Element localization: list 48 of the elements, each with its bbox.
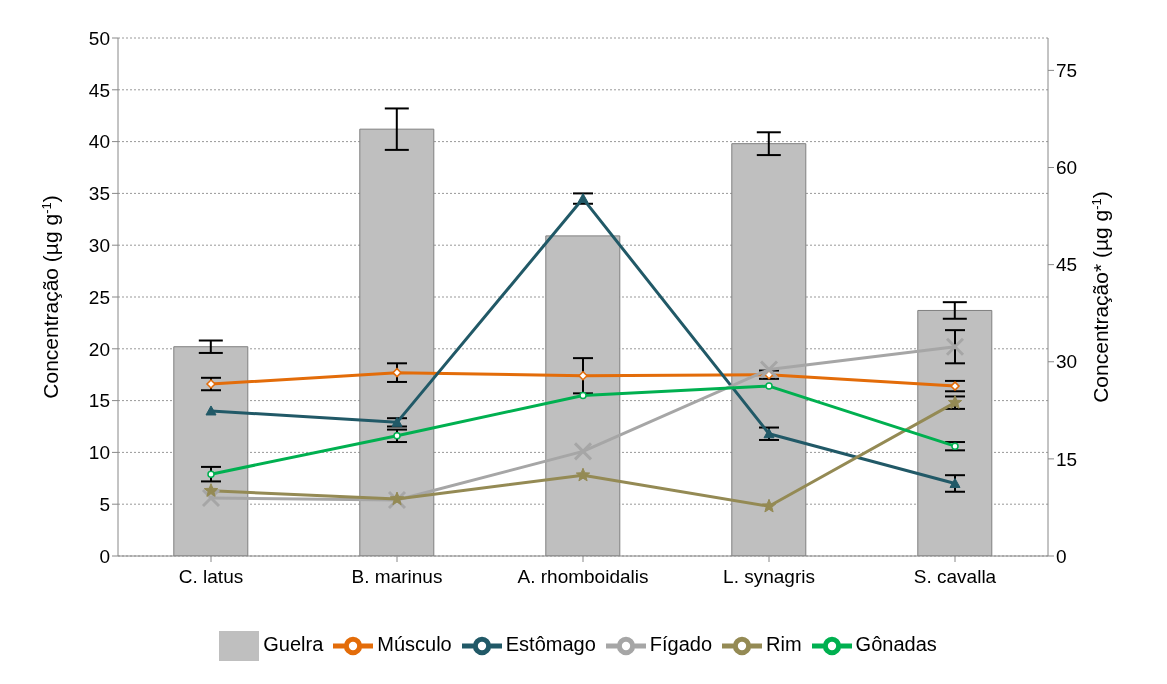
y2-tick-label: 30 [1056,351,1078,373]
y2-tick-label: 75 [1056,60,1078,82]
point [207,470,215,478]
point [203,483,219,497]
point [765,382,773,390]
y-tick-label: 45 [88,79,110,101]
legend-label: Guelra [263,633,324,656]
point [201,488,221,508]
y-tick-label: 5 [99,493,110,515]
point [763,428,775,439]
point [761,498,777,513]
y-tick-label: 15 [88,390,110,412]
point [759,360,779,380]
x-tick-label: L. synagris [723,566,815,588]
y-tick-label: 25 [88,286,110,308]
point [206,379,216,389]
y2-tick-label: 45 [1056,254,1078,276]
x-tick-label: B. marinus [351,566,443,588]
point [579,391,587,400]
x-tick-label: C. latus [178,566,244,588]
legend-label: Gônadas [855,633,937,656]
y2-tick-label: 60 [1056,157,1078,179]
point [393,432,401,440]
y2-tick-label: 15 [1056,448,1078,470]
point [392,367,402,378]
x-tick-label: S. cavalla [913,566,997,588]
legend-label: Músculo [377,633,452,656]
y-tick-label: 35 [88,183,110,205]
legend-label: Fígado [649,633,713,656]
y-tick-label: 50 [88,27,110,49]
x-tick-label: A. rhomboidalis [517,566,649,588]
point [391,416,403,427]
y2-tick-label: 0 [1056,545,1067,567]
point [949,477,961,488]
legend-label: Estômago [505,633,596,656]
point [577,193,589,204]
y-tick-label: 20 [88,338,110,360]
y-tick-label: 30 [88,234,110,256]
point [205,405,217,416]
y-tick-label: 10 [88,442,110,464]
point [950,381,960,391]
legend-label: Rim [766,633,802,656]
y-tick-label: 40 [88,131,110,153]
point [945,337,965,357]
point [573,441,593,461]
point [575,467,591,482]
y-tick-label: 0 [99,545,110,567]
point [578,370,588,381]
